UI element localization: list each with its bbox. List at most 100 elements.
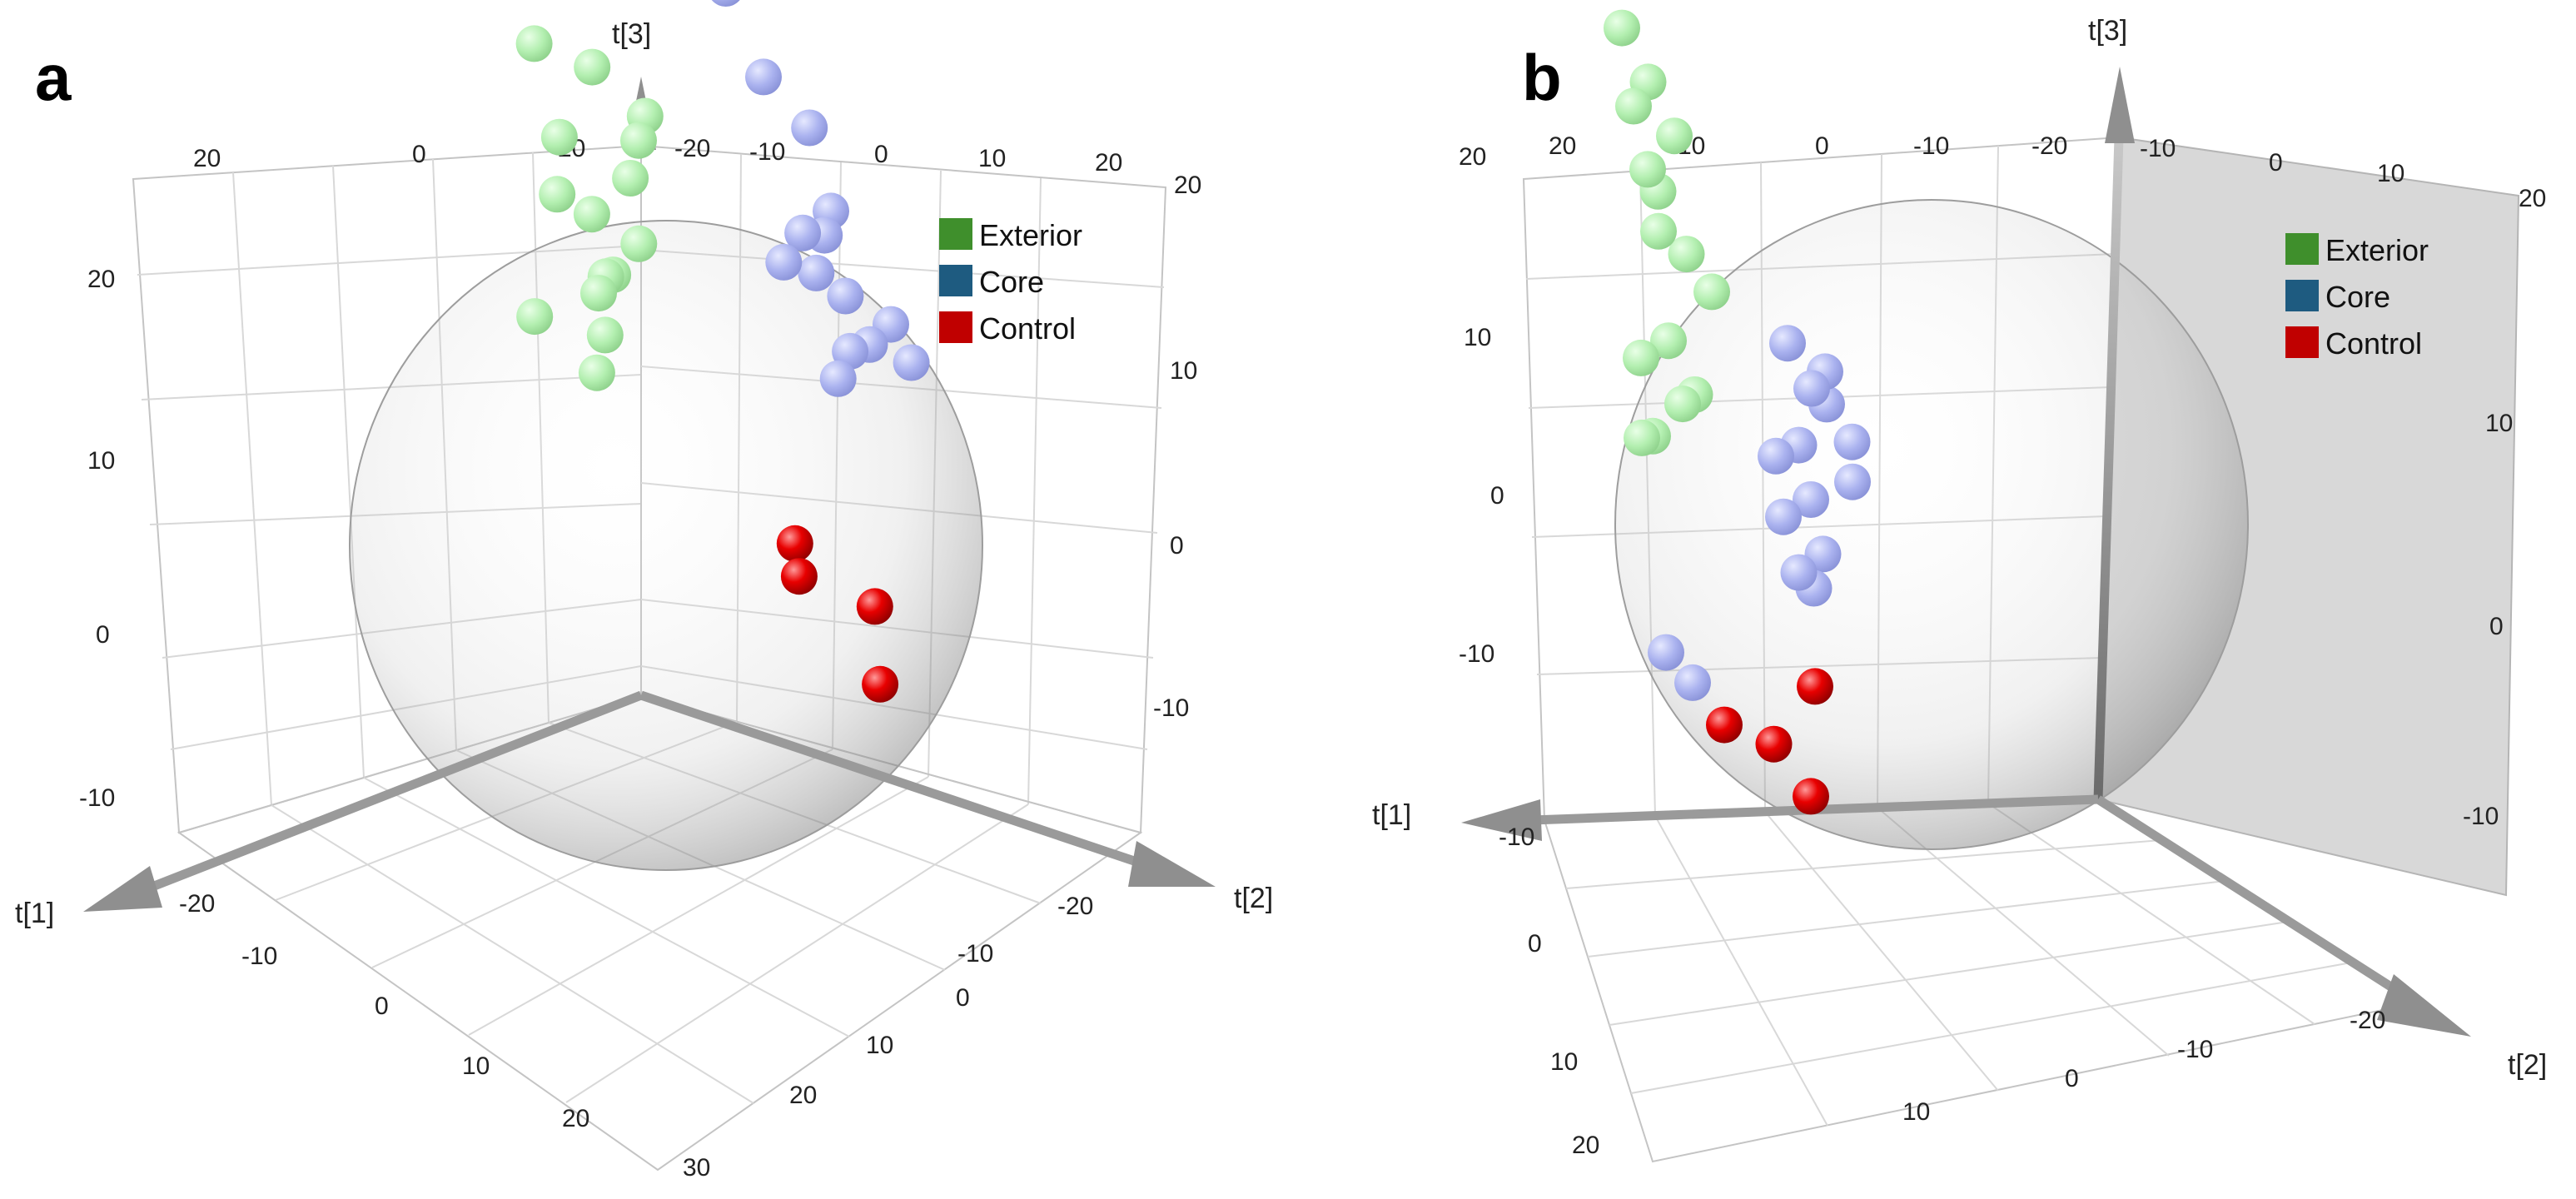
panel-b-y-label: t[2]	[2508, 1049, 2547, 1081]
data-point-control	[1797, 668, 1833, 705]
tick-label: -10	[749, 138, 785, 166]
tick-label: 0	[2065, 1065, 2079, 1092]
panel-a-y-arrow	[1128, 841, 1216, 887]
tick-label: -10	[1459, 640, 1494, 668]
tick-label: -20	[1057, 893, 1093, 920]
tick-label: 0	[1490, 482, 1504, 510]
data-point-exterior	[586, 316, 624, 354]
legend-label-control: Control	[2325, 326, 2422, 361]
data-point-control	[856, 588, 893, 625]
panel-a-legend: Exterior Core Control	[939, 218, 1082, 346]
data-point-exterior	[578, 354, 615, 391]
tick-label: 20	[1572, 1132, 1599, 1159]
tick-label: 0	[1815, 132, 1829, 160]
panel-b-legend: Exterior Core Control	[2285, 233, 2429, 361]
panel-b-x-arrow	[1461, 799, 1542, 841]
tick-label: -20	[179, 890, 215, 918]
tick-label: 10	[87, 447, 115, 475]
tick-label: 0	[1528, 930, 1542, 958]
panel-a-x-label: t[1]	[15, 898, 54, 929]
data-point-exterior	[612, 160, 649, 197]
data-point-core	[1793, 370, 1830, 407]
tick-label: 0	[956, 984, 970, 1012]
legend-label-core: Core	[979, 265, 1044, 299]
tick-label: 0	[96, 621, 110, 649]
data-point-exterior	[515, 25, 553, 62]
data-point-core	[893, 344, 930, 381]
data-point-core	[791, 109, 828, 147]
data-point-exterior	[1656, 117, 1693, 155]
panel-a-axes: t[3] t[1] t[2]	[15, 18, 1273, 929]
data-point-exterior	[573, 196, 610, 233]
data-point-core	[1780, 554, 1818, 591]
panel-b-points	[1604, 9, 1871, 815]
tick-label: 20	[87, 266, 115, 293]
data-point-core	[745, 58, 782, 96]
tick-label: 10	[866, 1032, 893, 1059]
data-point-core	[1648, 634, 1684, 671]
tick-label: 10	[2377, 160, 2404, 187]
panel-b: b	[1372, 9, 2547, 1163]
data-point-exterior	[574, 48, 611, 86]
panel-a-letter: a	[35, 41, 72, 114]
panel-b-z-label: t[3]	[2088, 15, 2127, 47]
tick-label: -10	[957, 940, 993, 968]
data-point-core	[1834, 463, 1871, 500]
tick-label: 20	[1549, 132, 1576, 160]
panel-b-ticks: 20 20 10 0 -10 -20 -10 0 10 20 10 0 -10 …	[1459, 132, 2546, 1159]
data-point-exterior	[1693, 273, 1730, 311]
data-point-core	[827, 277, 864, 315]
panel-b-axes: t[3] t[1] t[2]	[1372, 15, 2547, 1081]
tick-label: -10	[1499, 823, 1534, 851]
data-point-exterior	[1664, 386, 1701, 423]
data-point-control	[776, 525, 813, 562]
data-point-core	[798, 254, 835, 291]
legend-swatch-core	[939, 265, 972, 296]
data-point-exterior	[580, 275, 617, 312]
tick-label: 20	[562, 1105, 589, 1132]
data-point-exterior	[539, 176, 576, 213]
panel-a-y-label: t[2]	[1234, 883, 1273, 914]
panel-a-points	[515, 0, 930, 703]
data-point-control	[1755, 725, 1793, 763]
data-point-exterior	[1640, 212, 1677, 250]
data-point-core	[1765, 498, 1802, 535]
data-point-exterior	[1615, 87, 1652, 125]
tick-label: -10	[1913, 132, 1949, 160]
tick-label: 30	[683, 1154, 710, 1182]
data-point-exterior	[516, 298, 554, 336]
tick-label: 0	[1170, 532, 1184, 560]
panel-b-confidence-sphere	[1614, 199, 2249, 850]
panel-a-z-label: t[3]	[612, 18, 651, 50]
legend-label-exterior: Exterior	[2325, 233, 2429, 267]
legend-swatch-exterior	[939, 218, 972, 250]
data-point-core	[1674, 664, 1711, 701]
tick-label: 20	[193, 145, 221, 172]
data-point-exterior	[1624, 419, 1660, 456]
legend-label-core: Core	[2325, 280, 2390, 314]
tick-label: -20	[2350, 1007, 2385, 1034]
data-point-exterior	[620, 225, 658, 262]
data-point-exterior	[1668, 236, 1705, 273]
tick-label: -20	[2031, 132, 2067, 160]
panel-b-x-label: t[1]	[1372, 799, 1411, 831]
tick-label: 0	[375, 993, 389, 1020]
legend-swatch-core	[2285, 280, 2319, 311]
panel-b-y-arrow	[2377, 974, 2471, 1037]
tick-label: 10	[1902, 1098, 1930, 1126]
tick-label: 20	[2519, 185, 2546, 212]
tick-label: 20	[789, 1082, 817, 1109]
tick-label: 0	[412, 141, 426, 168]
tick-label: -10	[1153, 694, 1189, 722]
legend-swatch-control	[2285, 326, 2319, 358]
tick-label: -10	[241, 943, 277, 970]
tick-label: -10	[2140, 135, 2176, 162]
tick-label: -10	[79, 784, 115, 812]
tick-label: 10	[1170, 357, 1197, 385]
data-point-core	[832, 332, 869, 370]
tick-label: 0	[2489, 613, 2504, 640]
data-point-core	[819, 360, 857, 397]
data-point-control	[1793, 778, 1829, 815]
tick-label: 20	[1095, 149, 1122, 177]
panel-b-letter: b	[1522, 41, 1562, 114]
